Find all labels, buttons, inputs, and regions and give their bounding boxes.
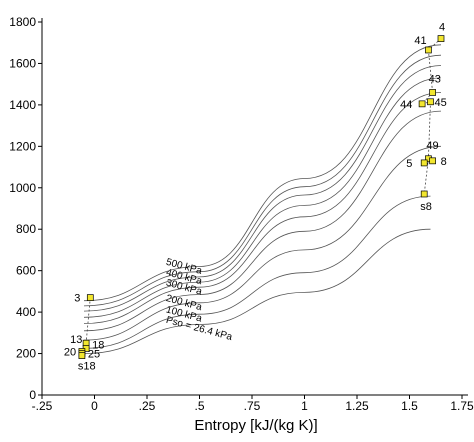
y-tick-label: 800 — [16, 222, 36, 236]
process-line — [428, 38, 442, 51]
state-point-marker — [427, 98, 434, 106]
x-axis-title: Entropy [kJ/(kg K)] — [194, 417, 317, 434]
state-point-marker — [418, 100, 426, 108]
state-point-label: 45 — [435, 97, 447, 109]
x-tick-label: 1.75 — [450, 399, 474, 413]
process-line — [85, 297, 91, 344]
state-point-label: 4 — [439, 22, 445, 34]
y-tick-label: 1800 — [9, 15, 36, 29]
state-point-marker — [429, 89, 436, 96]
process-line — [423, 158, 429, 195]
isobar-line — [83, 77, 442, 318]
state-point-marker — [429, 157, 436, 165]
isobar-line — [83, 195, 431, 349]
isobar-line — [83, 44, 442, 302]
isobar-line — [83, 65, 442, 312]
y-tick-label: 1000 — [9, 181, 36, 195]
state-point-label: s8 — [420, 201, 432, 213]
state-point-marker — [420, 190, 428, 198]
state-point-label: s18 — [78, 361, 96, 373]
isobar-line — [83, 54, 442, 307]
y-tick-label: 400 — [16, 305, 36, 319]
y-tick-label: 1200 — [9, 139, 36, 153]
process-line — [428, 101, 431, 159]
state-point-label: 49 — [426, 140, 438, 152]
state-point-label: 8 — [441, 156, 447, 168]
state-point-marker — [425, 46, 432, 54]
x-tick-label: .75 — [244, 399, 261, 413]
x-tick-label: 1.5 — [401, 399, 418, 413]
isobar-line — [83, 92, 442, 324]
state-point-label: 13 — [70, 334, 82, 346]
axes: -.25 0.25.5.75 1 1.25 1.5 1.75020040060080010… — [9, 15, 474, 413]
state-point-label: 3 — [74, 293, 80, 305]
state-point-label: 41 — [414, 35, 426, 47]
state-point-marker — [437, 35, 445, 42]
state-point-label: 43 — [429, 73, 441, 85]
state-point-marker — [78, 352, 86, 359]
state-point-marker — [420, 159, 428, 167]
state-point-label: 18 — [92, 339, 104, 351]
x-tick-label: -.25 — [32, 399, 53, 413]
process-line — [428, 49, 433, 93]
y-tick-label: 0 — [29, 388, 36, 402]
x-tick-label: 0 — [91, 399, 98, 413]
isobar-line — [83, 145, 442, 341]
y-tick-label: 600 — [16, 264, 36, 278]
x-tick-label: .5 — [194, 399, 204, 413]
y-tick-label: 200 — [16, 347, 36, 361]
x-tick-label: 1.25 — [345, 399, 369, 413]
state-point-label: 25 — [88, 349, 100, 361]
x-tick-label: .25 — [139, 399, 156, 413]
y-tick-label: 1600 — [9, 56, 36, 70]
state-point-label: 44 — [400, 99, 412, 111]
isobar-line — [83, 110, 442, 332]
x-tick-label: 1 — [301, 399, 308, 413]
state-point-label: 20 — [64, 346, 76, 358]
state-point-marker — [86, 294, 94, 301]
y-tick-label: 1400 — [9, 98, 36, 112]
state-point-label: 5 — [406, 158, 412, 170]
isobar-line — [83, 228, 431, 354]
